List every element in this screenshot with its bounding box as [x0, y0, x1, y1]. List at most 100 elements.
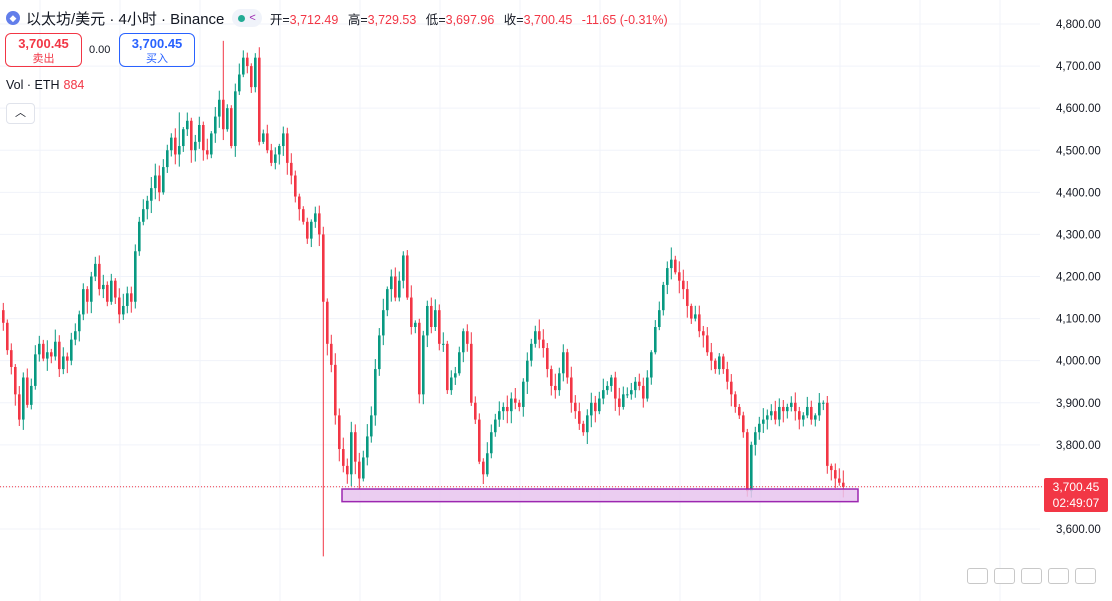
- candle-body: [234, 91, 237, 147]
- candle-body: [210, 133, 213, 155]
- candle-body: [82, 289, 85, 315]
- candle-body: [534, 331, 537, 344]
- candle-body: [762, 419, 765, 424]
- screenshot-icon[interactable]: [1021, 568, 1042, 584]
- candle-body: [578, 411, 581, 424]
- candle-body: [658, 310, 661, 327]
- candle-body: [730, 381, 733, 395]
- candle-body: [258, 57, 261, 142]
- spread-value: 0.00: [89, 44, 111, 56]
- candle-body: [842, 482, 845, 487]
- candle-body: [466, 331, 469, 344]
- candle-body: [610, 377, 613, 386]
- candle-body: [558, 373, 561, 391]
- last-price-label: 3,700.45 02:49:07: [1044, 478, 1108, 512]
- candle-body: [302, 209, 305, 222]
- candle-body: [334, 364, 337, 416]
- candle-body: [414, 322, 417, 327]
- y-tick-label: 4,500.00: [1056, 145, 1101, 157]
- candle-body: [834, 470, 837, 479]
- overlays: [0, 486, 1044, 503]
- candle-body: [102, 284, 105, 290]
- candle-body: [14, 366, 17, 395]
- y-tick-label: 4,600.00: [1056, 103, 1101, 115]
- candle-body: [294, 175, 297, 197]
- candle-body: [670, 259, 673, 269]
- candle-body: [10, 350, 13, 367]
- ethereum-icon[interactable]: ◆: [6, 11, 20, 25]
- y-tick-label: 4,100.00: [1056, 314, 1101, 326]
- y-tick-label: 3,600.00: [1056, 524, 1101, 536]
- screenshot-icon[interactable]: [994, 568, 1015, 584]
- candle-body: [786, 406, 789, 412]
- price-axis: 3,600.003,700.003,800.003,900.004,000.00…: [1056, 19, 1101, 536]
- candle-body: [646, 377, 649, 399]
- market-status-pill[interactable]: <: [232, 9, 262, 27]
- candle-body: [118, 297, 121, 315]
- y-tick-label: 4,000.00: [1056, 356, 1101, 368]
- candle-body: [482, 461, 485, 475]
- screenshot-icon[interactable]: [967, 568, 988, 584]
- candle-body: [178, 146, 181, 155]
- candle-body: [570, 377, 573, 403]
- candle-body: [106, 284, 109, 302]
- candle-body: [726, 369, 729, 382]
- candle-body: [146, 200, 149, 210]
- candle-body: [122, 305, 125, 315]
- candle-body: [142, 209, 145, 222]
- candle-body: [354, 432, 357, 462]
- high-label: 高: [347, 12, 361, 27]
- candle-body: [154, 175, 157, 189]
- candle-body: [498, 411, 501, 420]
- candle-body: [206, 150, 209, 155]
- candle-body: [830, 465, 833, 471]
- volume-legend[interactable]: Vol · ETH 884: [6, 78, 84, 92]
- candle-body: [190, 120, 193, 151]
- collapse-button[interactable]: ︿: [6, 103, 35, 124]
- candle-body: [346, 465, 349, 475]
- candle-body: [818, 402, 821, 416]
- candle-body: [426, 305, 429, 336]
- candle-body: [514, 398, 517, 403]
- candle-body: [530, 343, 533, 361]
- candle-body: [310, 221, 313, 239]
- candle-body: [522, 381, 525, 407]
- screenshot-icon[interactable]: [1048, 568, 1069, 584]
- buy-label: 买入: [146, 53, 168, 65]
- candle-body: [774, 411, 777, 420]
- candle-body: [666, 268, 669, 285]
- y-tick-label: 3,800.00: [1056, 440, 1101, 452]
- symbol-title[interactable]: 以太坊/美元 · 4小时 · Binance: [26, 10, 225, 28]
- candle-body: [174, 137, 177, 155]
- candle-body: [390, 276, 393, 290]
- candle-body: [202, 125, 205, 151]
- screenshot-icon[interactable]: [1075, 568, 1096, 584]
- candle-body: [338, 415, 341, 450]
- candle-body: [526, 360, 529, 382]
- candle-body: [230, 108, 233, 147]
- candle-body: [446, 343, 449, 391]
- candle-body: [766, 415, 769, 420]
- candle-body: [314, 213, 317, 222]
- open-label: 开: [269, 12, 283, 27]
- candle-body: [46, 352, 49, 359]
- candle-body: [406, 255, 409, 298]
- candle-body: [250, 66, 253, 88]
- candle-body: [266, 133, 269, 151]
- candle-body: [418, 322, 421, 395]
- candle-body: [706, 335, 709, 353]
- candle-body: [62, 356, 65, 370]
- buy-button[interactable]: 3,700.45 买入: [119, 33, 195, 67]
- candle-body: [554, 385, 557, 391]
- sell-button[interactable]: 3,700.45 卖出: [5, 33, 82, 67]
- candle-body: [758, 423, 761, 433]
- candle-body: [34, 354, 37, 386]
- candle-body: [642, 385, 645, 399]
- candle-body: [590, 402, 593, 416]
- candle-body: [402, 255, 405, 281]
- sell-price: 3,700.45: [18, 36, 69, 51]
- candle-body: [22, 377, 25, 420]
- candle-body: [386, 289, 389, 311]
- candle-body: [734, 394, 737, 407]
